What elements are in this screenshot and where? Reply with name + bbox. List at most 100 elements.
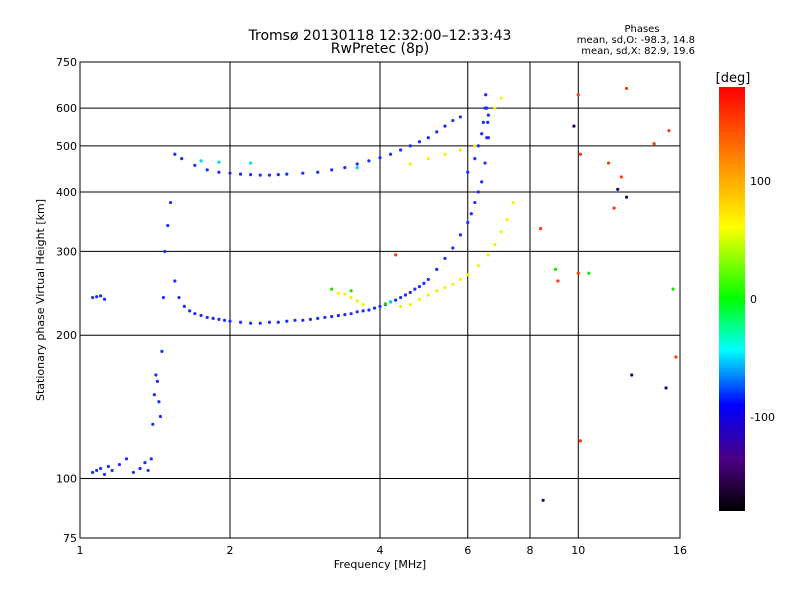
y-tick-label: 75 <box>63 532 77 545</box>
data-point <box>138 466 142 471</box>
data-point <box>249 161 253 165</box>
data-point <box>671 287 675 291</box>
data-point <box>408 162 412 166</box>
data-point <box>388 152 393 156</box>
data-point <box>408 144 412 148</box>
data-point <box>576 271 580 275</box>
data-point <box>193 163 197 167</box>
data-point <box>422 281 426 286</box>
data-point <box>276 320 280 324</box>
data-point <box>193 312 197 316</box>
data-point <box>267 320 272 324</box>
phase-stats-heading: Phases <box>624 24 659 35</box>
data-point <box>343 292 347 296</box>
data-point <box>355 310 359 314</box>
data-point <box>211 316 215 320</box>
data-point <box>188 309 192 313</box>
x-tick-label: 4 <box>377 544 384 557</box>
data-point <box>443 256 447 261</box>
data-point <box>664 386 668 390</box>
data-point <box>158 414 163 419</box>
data-point <box>394 253 398 257</box>
data-point <box>308 317 313 321</box>
data-point <box>572 124 576 128</box>
data-point <box>426 136 430 140</box>
data-point <box>336 313 340 318</box>
data-point <box>485 106 489 110</box>
data-point <box>408 302 412 307</box>
data-point <box>473 157 477 161</box>
data-point <box>553 267 558 272</box>
data-point <box>361 302 365 307</box>
data-point <box>443 285 447 290</box>
data-point <box>349 289 353 293</box>
data-point <box>435 289 439 293</box>
data-point <box>199 159 203 163</box>
data-point <box>619 175 623 179</box>
colorbar-tick-label: 100 <box>750 175 771 188</box>
data-point <box>166 223 170 228</box>
data-point <box>458 115 463 119</box>
data-point <box>499 96 503 100</box>
data-point <box>388 300 393 304</box>
data-point <box>578 152 583 156</box>
data-point <box>493 106 497 110</box>
data-point <box>301 318 305 322</box>
data-point <box>426 157 430 161</box>
chart-subtitle: RwPretec (8p) <box>331 41 429 57</box>
data-point <box>182 304 186 308</box>
data-point <box>481 120 485 124</box>
data-point <box>417 140 422 144</box>
data-point <box>378 304 382 308</box>
data-point <box>217 170 221 174</box>
data-point <box>399 295 403 300</box>
data-points <box>91 86 678 502</box>
data-point <box>403 293 408 297</box>
data-point <box>336 291 340 295</box>
data-point <box>151 422 155 426</box>
data-point <box>285 319 289 323</box>
data-point <box>469 212 473 216</box>
data-point <box>99 294 103 298</box>
data-point <box>367 159 371 163</box>
data-point <box>343 166 347 170</box>
data-point <box>276 173 280 177</box>
data-point <box>149 457 153 461</box>
data-point <box>538 227 543 231</box>
data-point <box>473 144 477 148</box>
data-point <box>258 321 262 325</box>
data-point <box>493 243 497 247</box>
colorbar-tick-label: -100 <box>750 411 775 424</box>
data-point <box>355 299 359 303</box>
data-point <box>674 355 678 359</box>
data-point <box>330 287 334 291</box>
data-point <box>102 472 107 477</box>
data-point <box>505 217 509 222</box>
data-point <box>238 172 243 176</box>
data-point <box>486 136 490 140</box>
data-point <box>173 152 177 156</box>
data-point <box>106 464 110 469</box>
data-point <box>443 152 447 156</box>
data-point <box>330 314 334 319</box>
data-point <box>499 230 503 234</box>
data-point <box>217 160 221 164</box>
data-point <box>399 304 403 308</box>
x-tick-label: 6 <box>464 544 471 557</box>
data-point <box>587 271 591 275</box>
data-point <box>249 321 253 325</box>
data-point <box>217 317 221 321</box>
data-point <box>146 468 150 473</box>
data-point <box>199 313 203 318</box>
data-point <box>484 93 488 97</box>
colorbar <box>719 87 745 511</box>
data-point <box>180 157 184 161</box>
data-point <box>466 220 470 225</box>
data-point <box>458 148 463 152</box>
data-point <box>476 144 480 148</box>
x-axis-ticks: 1 2 4 6 8 10 16 <box>77 544 688 557</box>
data-point <box>480 132 484 136</box>
data-point <box>630 373 634 377</box>
x-tick-label: 1 <box>77 544 84 557</box>
